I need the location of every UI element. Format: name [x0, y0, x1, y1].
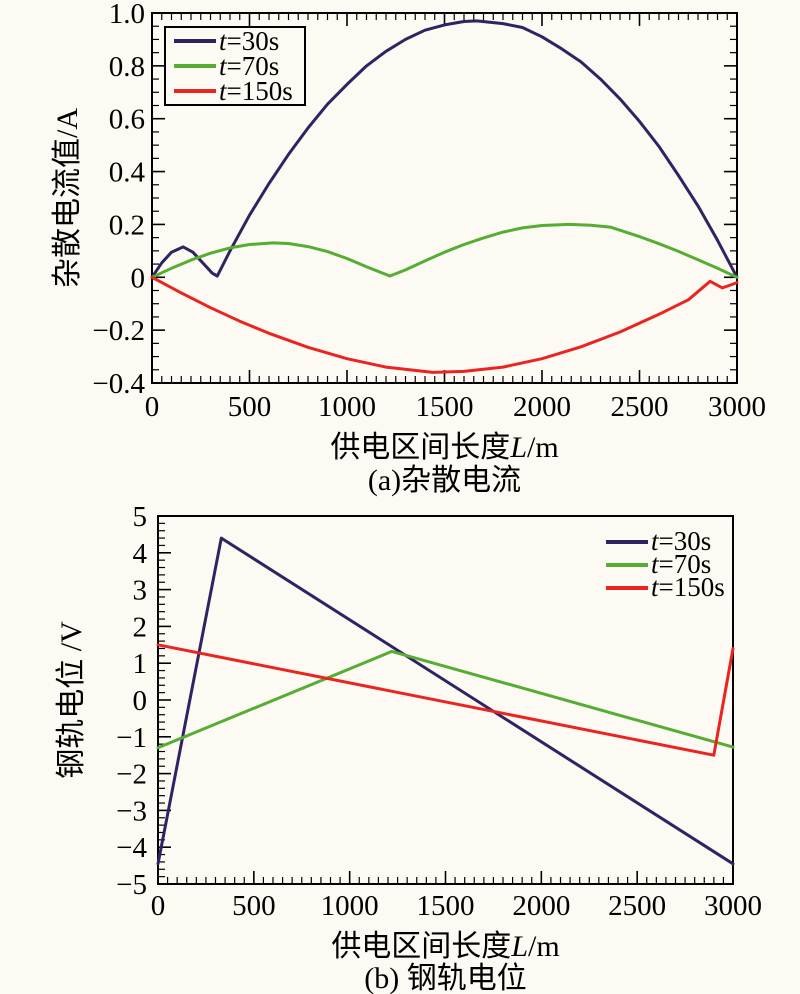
x-tick-label-a: 500	[228, 391, 272, 423]
y-tick-label-a: 0.8	[109, 51, 145, 83]
y-tick-label-b: 1	[133, 648, 148, 680]
legend-swatch-70s	[606, 562, 648, 567]
legend-a: t=30s t=70s t=150s	[164, 26, 306, 106]
y-axis-label-b: 钢轨电位 /V	[55, 621, 88, 779]
y-tick-label-b: −2	[116, 759, 147, 791]
x-tick-label-b: 1500	[417, 890, 475, 922]
series-line-t70s	[156, 649, 735, 750]
legend-swatch-150s	[174, 89, 216, 93]
x-tick-label-b: 0	[151, 890, 166, 922]
y-tick-label-b: 0	[133, 685, 148, 717]
legend-swatch-30s	[606, 539, 648, 544]
x-tick-label-a: 1500	[416, 391, 474, 423]
y-tick-label-a: 0.4	[109, 157, 146, 189]
x-axis-label-a-prefix: 供电区间长度	[330, 431, 511, 464]
y-tick-label-a: 0.2	[109, 209, 145, 241]
legend-label: t=70s	[219, 50, 280, 81]
legend-swatch-30s	[174, 39, 216, 43]
x-tick-label-b: 2000	[512, 890, 570, 922]
x-tick-label-a: 2000	[513, 391, 571, 423]
x-tick-label-a: 1000	[318, 391, 376, 423]
series-line-t150s	[156, 643, 735, 757]
y-axis-label-a: 杂散电流值/A	[51, 108, 84, 288]
y-tick-label-b: −1	[116, 722, 147, 754]
legend-label: t=30s	[651, 526, 712, 556]
legend-item: t=150s	[174, 75, 300, 106]
rail-potential-chart: 0 500 1000 1500 2000 2500 3000 −5 −4 −3 −2 −1 0 1 2 3 4 5	[116, 501, 762, 922]
legend-item: t=150s	[606, 572, 725, 602]
x-tick-label-b: 2500	[608, 890, 666, 922]
x-axis-label-a-var: L	[510, 431, 527, 464]
y-tick-label-b: 4	[133, 538, 148, 570]
caption-b: (b) 钢轨电位	[364, 962, 527, 994]
x-tick-label-a: 2500	[611, 391, 669, 423]
series-line-t70s	[150, 222, 739, 279]
legend-label: t=70s	[651, 549, 712, 579]
y-tick-label-b: −4	[116, 832, 147, 864]
series-line-t30s	[150, 19, 739, 279]
legend-swatch-150s	[606, 585, 648, 590]
legend-item: t=30s	[606, 526, 725, 556]
x-axis-label-a: 供电区间长度L/m	[152, 422, 737, 466]
legend-item: t=70s	[606, 549, 725, 579]
legend-label: t=30s	[219, 25, 280, 56]
y-tick-label-b: 2	[133, 611, 148, 643]
series-line-t30s	[156, 536, 735, 866]
y-tick-label-b: 5	[133, 501, 148, 533]
x-tick-label-b: 3000	[704, 890, 762, 922]
x-axis-label-a-suffix: /m	[527, 431, 559, 464]
legend-item: t=30s	[174, 25, 300, 56]
caption-a: (a)杂散电流	[367, 464, 522, 497]
x-tick-label-b: 500	[232, 890, 276, 922]
x-tick-label-b: 1000	[321, 890, 379, 922]
x-tick-label-a: 0	[145, 391, 160, 423]
legend-b: t=30s t=70s t=150s	[606, 526, 725, 602]
x-axis-label-b-prefix: 供电区间长度	[331, 930, 512, 963]
ticks-b	[157, 515, 734, 885]
y-tick-label-a: −0.2	[92, 315, 145, 347]
y-tick-label-a: −0.4	[92, 368, 145, 400]
legend-swatch-70s	[174, 64, 216, 68]
y-tick-label-a: 0	[131, 262, 146, 294]
y-tick-label-a: 0.6	[109, 104, 145, 136]
y-tick-label-b: −3	[116, 795, 147, 827]
legend-item: t=70s	[174, 50, 300, 81]
x-axis-label-b: 供电区间长度L/m	[158, 921, 733, 965]
y-tick-label-b: −5	[116, 869, 147, 901]
x-tick-label-a: 3000	[708, 391, 766, 423]
y-tick-label-b: 3	[133, 575, 148, 607]
legend-label: t=150s	[651, 572, 725, 602]
legend-label: t=150s	[219, 75, 293, 106]
y-tick-label-a: 1.0	[109, 0, 145, 30]
series-line-t150s	[150, 275, 739, 374]
x-axis-label-b-suffix: /m	[528, 930, 560, 963]
x-axis-label-b-var: L	[511, 930, 528, 963]
stray-current-chart: 0 500 1000 1500 2000 2500 3000 −0.4 −0.2 0 0.2 0.4 0…	[92, 0, 766, 423]
